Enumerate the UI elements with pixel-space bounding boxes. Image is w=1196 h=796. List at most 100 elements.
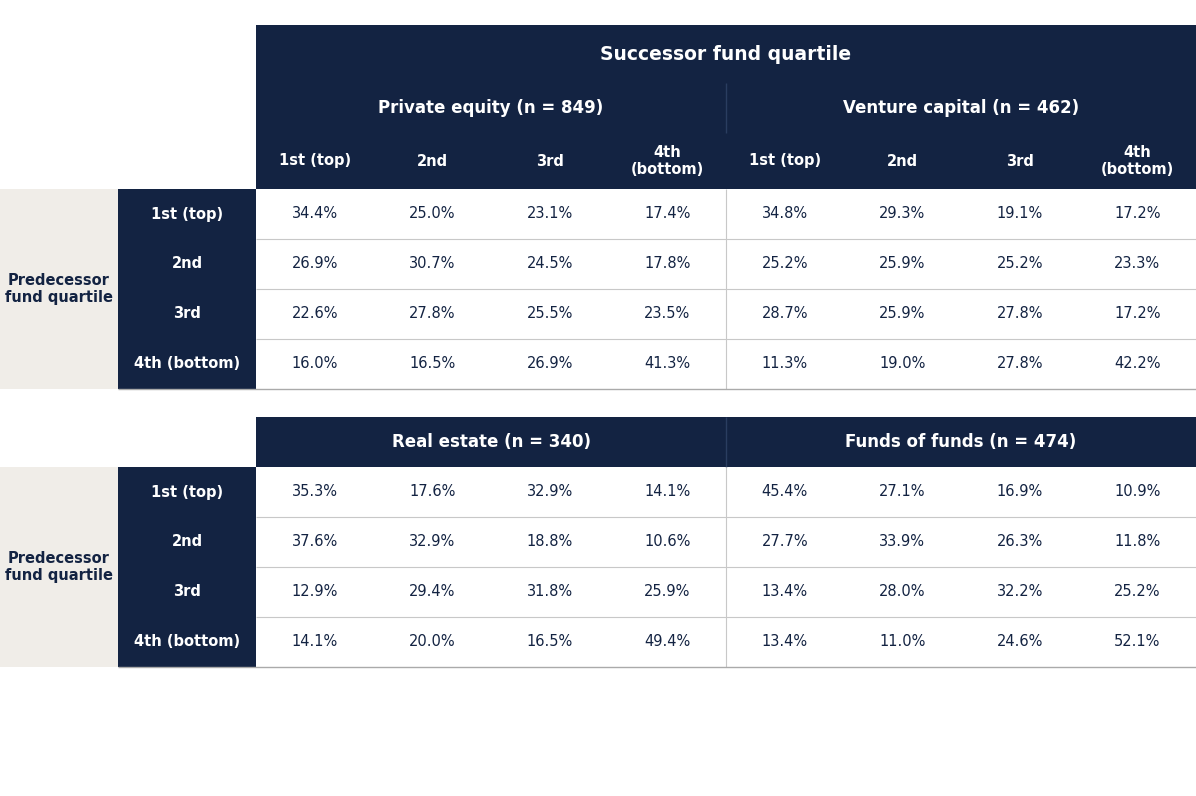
Text: 25.2%: 25.2% (1113, 584, 1160, 599)
Text: Successor fund quartile: Successor fund quartile (600, 45, 852, 64)
Text: 2nd: 2nd (416, 154, 447, 169)
Bar (0, 467, 118, 667)
Bar (256, 25, 1196, 189)
Text: 29.4%: 29.4% (409, 584, 456, 599)
Text: 3rd: 3rd (173, 306, 201, 322)
Text: 25.2%: 25.2% (996, 256, 1043, 271)
Text: 34.4%: 34.4% (292, 206, 337, 221)
Text: 34.8%: 34.8% (762, 206, 807, 221)
Text: 27.8%: 27.8% (409, 306, 456, 322)
Text: 20.0%: 20.0% (409, 634, 456, 650)
Text: 16.5%: 16.5% (409, 357, 456, 372)
Text: Real estate (n = 340): Real estate (n = 340) (391, 433, 591, 451)
Text: 25.5%: 25.5% (526, 306, 573, 322)
Text: 17.8%: 17.8% (645, 256, 690, 271)
Text: 4th (bottom): 4th (bottom) (134, 634, 240, 650)
Text: 25.2%: 25.2% (762, 256, 808, 271)
Text: 23.5%: 23.5% (645, 306, 690, 322)
Text: 32.2%: 32.2% (996, 584, 1043, 599)
Text: 27.7%: 27.7% (762, 534, 808, 549)
Text: 45.4%: 45.4% (762, 485, 807, 500)
Bar (0, 667, 1196, 796)
Text: Funds of funds (n = 474): Funds of funds (n = 474) (846, 433, 1076, 451)
Bar (0, 389, 1196, 417)
Text: 42.2%: 42.2% (1113, 357, 1160, 372)
Text: 3rd: 3rd (173, 584, 201, 599)
Text: 17.2%: 17.2% (1113, 306, 1160, 322)
Text: 18.8%: 18.8% (526, 534, 573, 549)
Text: 13.4%: 13.4% (762, 584, 807, 599)
Text: 1st (top): 1st (top) (151, 206, 224, 221)
Text: 2nd: 2nd (171, 256, 202, 271)
Text: 24.6%: 24.6% (996, 634, 1043, 650)
Text: 35.3%: 35.3% (292, 485, 337, 500)
Text: Venture capital (n = 462): Venture capital (n = 462) (843, 99, 1079, 117)
Text: 49.4%: 49.4% (645, 634, 690, 650)
Text: 41.3%: 41.3% (645, 357, 690, 372)
Bar (256, 417, 1196, 467)
Text: 10.9%: 10.9% (1113, 485, 1160, 500)
Bar (256, 467, 1196, 667)
Bar (0, 417, 256, 467)
Text: 26.3%: 26.3% (996, 534, 1043, 549)
Text: 11.0%: 11.0% (879, 634, 926, 650)
Text: Predecessor
fund quartile: Predecessor fund quartile (5, 551, 112, 583)
Text: 25.0%: 25.0% (409, 206, 456, 221)
Text: 14.1%: 14.1% (292, 634, 338, 650)
Text: 30.7%: 30.7% (409, 256, 456, 271)
Text: 19.0%: 19.0% (879, 357, 926, 372)
Text: 13.4%: 13.4% (762, 634, 807, 650)
Text: 27.8%: 27.8% (996, 357, 1043, 372)
Text: 24.5%: 24.5% (526, 256, 573, 271)
Text: 4th
(bottom): 4th (bottom) (630, 145, 704, 178)
Text: 2nd: 2nd (171, 534, 202, 549)
Text: 4th (bottom): 4th (bottom) (134, 357, 240, 372)
Text: 23.3%: 23.3% (1115, 256, 1160, 271)
Text: 26.9%: 26.9% (292, 256, 338, 271)
Text: 10.6%: 10.6% (645, 534, 690, 549)
Text: 32.9%: 32.9% (526, 485, 573, 500)
Text: 26.9%: 26.9% (526, 357, 573, 372)
Text: 1st (top): 1st (top) (151, 485, 224, 500)
Text: 28.7%: 28.7% (762, 306, 808, 322)
Bar (0, 0, 1196, 25)
Text: 33.9%: 33.9% (879, 534, 926, 549)
Text: 2nd: 2nd (886, 154, 917, 169)
Text: 14.1%: 14.1% (645, 485, 690, 500)
Bar (256, 189, 1196, 389)
Text: 32.9%: 32.9% (409, 534, 456, 549)
Text: 22.6%: 22.6% (292, 306, 338, 322)
Text: 27.1%: 27.1% (879, 485, 926, 500)
Text: 31.8%: 31.8% (526, 584, 573, 599)
Text: 25.9%: 25.9% (879, 306, 926, 322)
Text: 17.4%: 17.4% (645, 206, 690, 221)
Bar (0, 189, 118, 389)
Text: 52.1%: 52.1% (1113, 634, 1160, 650)
Text: 12.9%: 12.9% (292, 584, 338, 599)
Bar (118, 189, 256, 389)
Text: Private equity (n = 849): Private equity (n = 849) (378, 99, 604, 117)
Text: 17.2%: 17.2% (1113, 206, 1160, 221)
Text: 1st (top): 1st (top) (279, 154, 350, 169)
Text: 23.1%: 23.1% (526, 206, 573, 221)
Text: 25.9%: 25.9% (645, 584, 690, 599)
Bar (0, 25, 256, 189)
Text: 29.3%: 29.3% (879, 206, 926, 221)
Text: 3rd: 3rd (1006, 154, 1033, 169)
Text: 28.0%: 28.0% (879, 584, 926, 599)
Text: 16.9%: 16.9% (996, 485, 1043, 500)
Text: 16.5%: 16.5% (526, 634, 573, 650)
Text: 19.1%: 19.1% (996, 206, 1043, 221)
Text: 27.8%: 27.8% (996, 306, 1043, 322)
Text: 37.6%: 37.6% (292, 534, 338, 549)
Text: 4th
(bottom): 4th (bottom) (1100, 145, 1174, 178)
Text: 1st (top): 1st (top) (749, 154, 820, 169)
Text: 11.8%: 11.8% (1115, 534, 1160, 549)
Text: 25.9%: 25.9% (879, 256, 926, 271)
Text: 17.6%: 17.6% (409, 485, 456, 500)
Text: 11.3%: 11.3% (762, 357, 807, 372)
Bar (118, 467, 256, 667)
Text: 16.0%: 16.0% (292, 357, 338, 372)
Text: 3rd: 3rd (536, 154, 563, 169)
Text: Predecessor
fund quartile: Predecessor fund quartile (5, 273, 112, 305)
